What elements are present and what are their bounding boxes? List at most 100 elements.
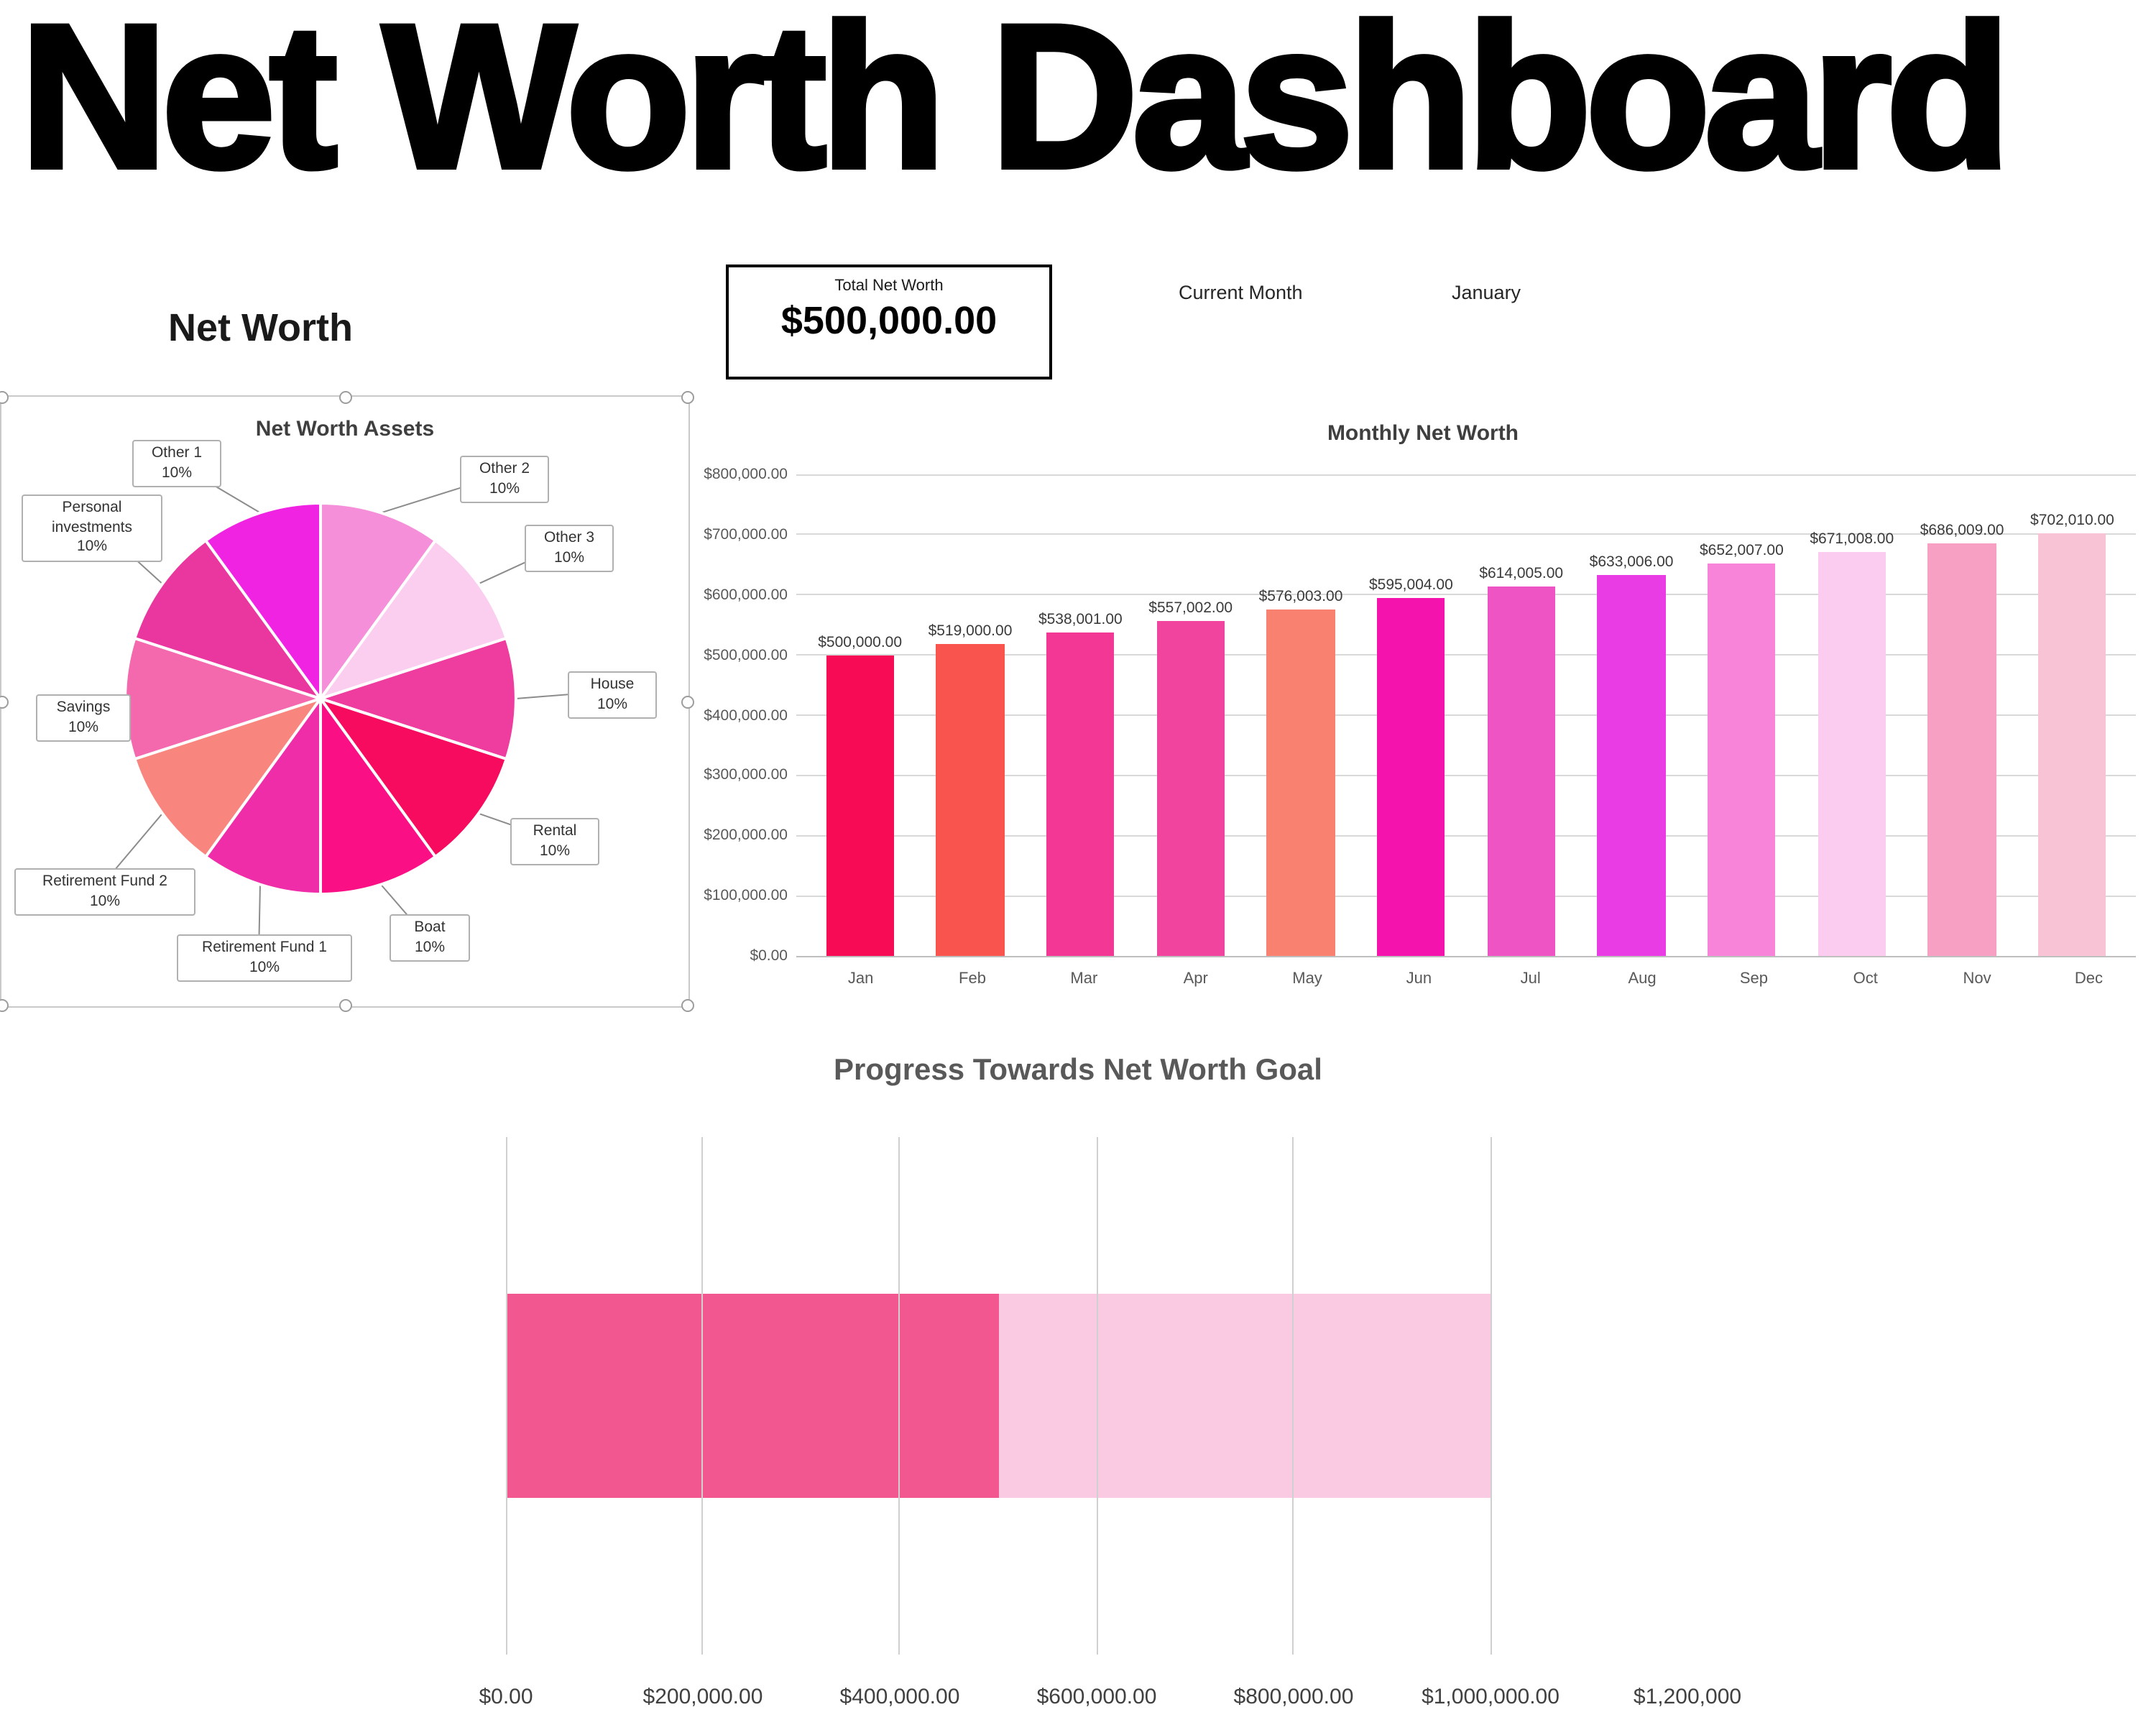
bar-column-aug: $633,006.00 bbox=[1576, 474, 1686, 956]
x-axis-label: Sep bbox=[1739, 970, 1768, 988]
total-net-worth-card[interactable]: Total Net Worth $500,000.00 bbox=[726, 264, 1052, 380]
bar-aug[interactable] bbox=[1597, 574, 1666, 956]
bar-value-label: $633,006.00 bbox=[1589, 553, 1674, 571]
bar-value-label: $500,000.00 bbox=[818, 633, 903, 651]
y-axis-label: $800,000.00 bbox=[704, 466, 788, 483]
x-axis-label: Nov bbox=[1963, 970, 1991, 988]
pie-callout-percent: 10% bbox=[76, 538, 107, 556]
pie-slice-rental[interactable] bbox=[316, 696, 509, 859]
selection-handle[interactable] bbox=[681, 391, 694, 404]
bar-column-nov: $686,009.00 bbox=[1907, 474, 2017, 956]
x-axis-label: Jan bbox=[847, 970, 874, 988]
progress-x-axis-label: $200,000.00 bbox=[642, 1685, 763, 1709]
pie-callout-boat[interactable]: Boat 10% bbox=[390, 914, 470, 962]
selection-handle[interactable] bbox=[681, 696, 694, 709]
bar-value-label: $614,005.00 bbox=[1479, 564, 1564, 582]
selection-handle[interactable] bbox=[0, 696, 9, 709]
progress-x-axis-label: $400,000.00 bbox=[839, 1685, 960, 1709]
pie-callout-personal-investments[interactable]: Personal investments 10% bbox=[22, 494, 162, 562]
pie-callout-savings[interactable]: Savings 10% bbox=[36, 694, 131, 742]
pie-callout-label: Rental bbox=[533, 822, 577, 840]
pie-callout-percent: 10% bbox=[249, 958, 280, 976]
bar-jun[interactable] bbox=[1376, 597, 1445, 956]
pie-callout-label: Other 3 bbox=[543, 529, 595, 546]
bar-column-dec: $702,010.00 bbox=[2017, 474, 2127, 956]
bar-plot-area: $500,000.00 $519,000.00 $538,001.00 $557,00… bbox=[796, 474, 2136, 957]
pie-callout-percent: 10% bbox=[161, 464, 192, 482]
gridline bbox=[1096, 1137, 1097, 1655]
total-net-worth-label: Total Net Worth bbox=[834, 277, 944, 295]
pie-slice-boat[interactable] bbox=[319, 694, 438, 896]
pie-chart[interactable] bbox=[1, 397, 688, 1006]
progress-goal-chart[interactable]: Progress Towards Net Worth Goal $0.00 $20… bbox=[0, 1035, 2156, 1725]
pie-callout-label: Savings bbox=[56, 699, 111, 716]
y-axis-label: $300,000.00 bbox=[704, 766, 788, 784]
page-title: Net Worth Dashboard bbox=[17, 0, 2014, 214]
selection-handle[interactable] bbox=[681, 999, 694, 1012]
pie-slice-other-2[interactable] bbox=[319, 501, 438, 704]
x-axis-label: May bbox=[1292, 970, 1322, 988]
bar-chart-title: Monthly Net Worth bbox=[1327, 421, 1519, 446]
bar-mar[interactable] bbox=[1046, 632, 1115, 956]
pie-callout-retirement-fund-2[interactable]: Retirement Fund 2 10% bbox=[14, 868, 195, 916]
pie-slice-other-3[interactable] bbox=[316, 538, 509, 702]
bar-feb[interactable] bbox=[936, 643, 1005, 956]
y-axis-label: $700,000.00 bbox=[704, 525, 788, 543]
progress-x-axis-label: $800,000.00 bbox=[1233, 1685, 1354, 1709]
net-worth-assets-chart[interactable]: Net Worth Assets Other 2 10% Other 3 10% Hou… bbox=[0, 391, 694, 1012]
bar-may[interactable] bbox=[1266, 609, 1335, 956]
bar-jan[interactable] bbox=[826, 655, 895, 956]
bar-oct[interactable] bbox=[1818, 552, 1886, 956]
progress-chart-title: Progress Towards Net Worth Goal bbox=[834, 1054, 1322, 1087]
bar-column-apr: $557,002.00 bbox=[1135, 474, 1245, 956]
bar-value-label: $519,000.00 bbox=[928, 622, 1013, 640]
progress-bar[interactable] bbox=[506, 1294, 1687, 1498]
pie-slice-personal-investments[interactable] bbox=[132, 538, 325, 702]
bar-sep[interactable] bbox=[1707, 563, 1776, 956]
gridline bbox=[796, 533, 2136, 535]
selection-handle[interactable] bbox=[0, 999, 9, 1012]
x-axis-label: Jun bbox=[1406, 970, 1432, 988]
x-axis-label: Mar bbox=[1070, 970, 1098, 988]
pie-callout-other-2[interactable]: Other 2 10% bbox=[460, 456, 549, 504]
progress-segment-current[interactable] bbox=[506, 1294, 998, 1498]
pie-slice-other-1[interactable] bbox=[203, 501, 322, 704]
current-month-value[interactable]: January bbox=[1452, 282, 1521, 303]
x-axis-label: Dec bbox=[2074, 970, 2103, 988]
y-axis-label: $0.00 bbox=[750, 947, 788, 965]
selection-handle[interactable] bbox=[339, 391, 352, 404]
pie-callout-percent: 10% bbox=[596, 695, 627, 713]
gridline bbox=[701, 1137, 704, 1655]
pie-callout-percent: 10% bbox=[553, 548, 584, 566]
gridline bbox=[796, 895, 2136, 897]
gridline bbox=[796, 955, 2136, 957]
bar-jul[interactable] bbox=[1487, 586, 1556, 956]
pie-callout-percent: 10% bbox=[414, 938, 445, 956]
pie-slice-retirement-fund-1[interactable] bbox=[203, 694, 322, 896]
pie-callout-percent: 10% bbox=[489, 479, 520, 497]
monthly-net-worth-chart[interactable]: Monthly Net Worth $800,000.00 $700,000.00… bbox=[693, 395, 2153, 1013]
x-axis-label: Jul bbox=[1520, 970, 1541, 988]
pie-callout-house[interactable]: House 10% bbox=[568, 671, 657, 719]
progress-x-axis-label: $0.00 bbox=[479, 1685, 533, 1709]
progress-segment-remaining[interactable] bbox=[998, 1294, 1491, 1498]
selection-handle[interactable] bbox=[339, 999, 352, 1012]
y-axis-label: $600,000.00 bbox=[704, 586, 788, 604]
bar-dec[interactable] bbox=[2037, 533, 2106, 956]
progress-x-axis-label: $1,200,000 bbox=[1633, 1685, 1742, 1709]
pie-slice-retirement-fund-2[interactable] bbox=[132, 696, 325, 859]
bar-nov[interactable] bbox=[1927, 543, 1996, 956]
gridline bbox=[796, 834, 2136, 837]
pie-callout-retirement-fund-1[interactable]: Retirement Fund 1 10% bbox=[177, 934, 352, 983]
pie-slice-house[interactable] bbox=[315, 636, 517, 761]
y-axis-label: $500,000.00 bbox=[704, 646, 788, 664]
pie-callout-percent: 10% bbox=[539, 842, 570, 860]
bar-apr[interactable] bbox=[1156, 620, 1225, 956]
selection-handle[interactable] bbox=[0, 391, 9, 404]
pie-callout-rental[interactable]: Rental 10% bbox=[510, 818, 599, 866]
y-axis: $800,000.00 $700,000.00 $600,000.00 $500,00… bbox=[693, 466, 788, 965]
pie-callout-other-3[interactable]: Other 3 10% bbox=[525, 525, 614, 573]
bar-column-sep: $652,007.00 bbox=[1687, 474, 1797, 956]
pie-callout-label: Retirement Fund 2 bbox=[42, 873, 167, 890]
pie-callout-other-1[interactable]: Other 1 10% bbox=[132, 440, 221, 488]
